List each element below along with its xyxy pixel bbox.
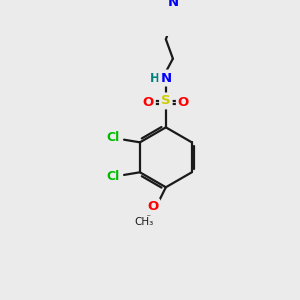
Text: N: N [167, 0, 178, 9]
Text: O: O [147, 200, 158, 213]
Text: H: H [150, 71, 160, 85]
Text: S: S [161, 94, 171, 107]
Text: Cl: Cl [107, 131, 120, 144]
Text: N: N [160, 71, 171, 85]
Text: Cl: Cl [107, 170, 120, 183]
Text: O: O [142, 96, 154, 109]
Text: CH₃: CH₃ [134, 217, 154, 226]
Text: O: O [178, 96, 189, 109]
